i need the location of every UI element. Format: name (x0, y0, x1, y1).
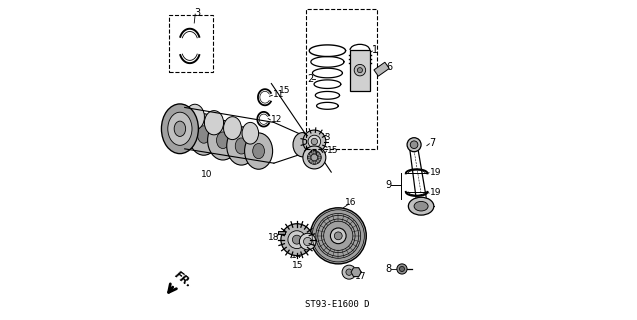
FancyBboxPatch shape (221, 122, 239, 133)
Text: 10: 10 (201, 170, 212, 179)
Circle shape (308, 151, 321, 164)
Circle shape (313, 151, 316, 154)
Bar (350, 50, 370, 92)
Circle shape (281, 224, 313, 256)
Circle shape (299, 233, 316, 250)
Ellipse shape (169, 107, 201, 150)
Text: ST93-E1600 D: ST93-E1600 D (304, 300, 369, 309)
Text: 15: 15 (278, 86, 290, 95)
Text: 3: 3 (194, 8, 201, 19)
Circle shape (346, 269, 352, 275)
Ellipse shape (178, 119, 191, 137)
Circle shape (311, 154, 318, 161)
Polygon shape (351, 268, 361, 276)
Text: 16: 16 (345, 197, 356, 206)
Text: 14: 14 (290, 251, 302, 260)
Text: 18: 18 (268, 233, 280, 242)
Circle shape (410, 141, 418, 148)
Circle shape (331, 228, 346, 244)
Ellipse shape (414, 201, 428, 211)
Ellipse shape (224, 117, 241, 140)
Circle shape (397, 264, 407, 274)
Ellipse shape (408, 197, 434, 215)
FancyBboxPatch shape (219, 146, 236, 158)
Circle shape (318, 156, 321, 159)
FancyBboxPatch shape (203, 116, 221, 127)
Text: 1: 1 (372, 45, 378, 55)
Ellipse shape (185, 104, 204, 130)
FancyBboxPatch shape (240, 127, 256, 138)
Text: 15: 15 (327, 146, 339, 155)
Text: 15: 15 (292, 261, 303, 270)
Text: 19: 19 (430, 168, 441, 177)
Circle shape (308, 156, 311, 159)
Ellipse shape (227, 127, 256, 165)
Text: 12: 12 (271, 115, 283, 124)
Ellipse shape (245, 133, 273, 169)
Text: 2: 2 (307, 74, 313, 84)
Circle shape (288, 231, 306, 249)
Text: 17: 17 (355, 272, 366, 281)
Circle shape (310, 160, 312, 163)
Circle shape (354, 64, 366, 76)
Ellipse shape (242, 123, 259, 144)
Text: 9: 9 (385, 180, 391, 190)
Text: 8: 8 (385, 264, 391, 274)
Circle shape (292, 235, 301, 244)
Circle shape (308, 135, 320, 148)
Circle shape (317, 152, 319, 156)
Circle shape (303, 237, 311, 246)
Circle shape (303, 130, 326, 153)
Text: 13: 13 (320, 132, 331, 141)
FancyBboxPatch shape (237, 151, 254, 163)
Ellipse shape (161, 104, 198, 154)
Circle shape (342, 265, 356, 279)
Ellipse shape (235, 138, 248, 154)
Circle shape (313, 161, 316, 164)
Circle shape (303, 146, 326, 169)
Circle shape (311, 138, 318, 145)
Bar (306, 9, 377, 149)
Circle shape (310, 152, 312, 156)
Ellipse shape (208, 121, 238, 160)
Ellipse shape (168, 112, 192, 145)
Circle shape (317, 160, 319, 163)
FancyBboxPatch shape (184, 110, 203, 122)
Ellipse shape (293, 132, 312, 157)
Circle shape (399, 267, 404, 271)
Ellipse shape (253, 143, 264, 159)
Text: 19: 19 (430, 188, 441, 197)
Ellipse shape (174, 121, 185, 136)
Ellipse shape (197, 126, 210, 143)
Circle shape (357, 68, 362, 73)
Circle shape (334, 232, 342, 240)
Bar (169, 15, 213, 72)
Bar (278, 231, 285, 234)
Polygon shape (374, 62, 389, 76)
Circle shape (407, 138, 421, 152)
FancyBboxPatch shape (200, 140, 218, 153)
Ellipse shape (189, 114, 219, 155)
Circle shape (310, 208, 366, 264)
Text: 7: 7 (429, 138, 435, 148)
Ellipse shape (217, 132, 229, 148)
Text: FR.: FR. (173, 270, 194, 290)
FancyBboxPatch shape (182, 135, 201, 148)
Text: 11: 11 (273, 90, 285, 99)
Ellipse shape (204, 111, 224, 135)
Text: 6: 6 (386, 62, 392, 72)
